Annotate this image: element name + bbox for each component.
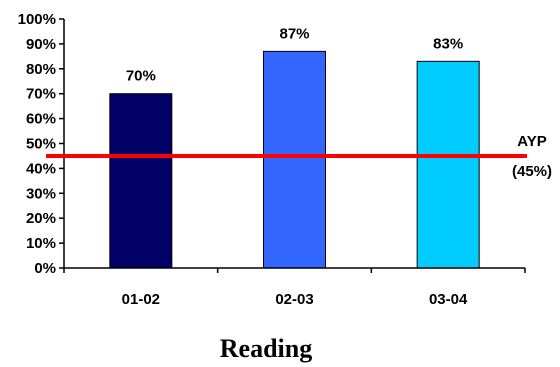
y-tick-label: 20%: [26, 210, 56, 227]
data-label: 70%: [126, 68, 156, 85]
bar-02-03: [263, 50, 326, 269]
x-tick-label: 01-02: [122, 291, 160, 308]
data-label: 83%: [433, 35, 463, 52]
data-label: 87%: [279, 25, 309, 42]
y-tick-label: 90%: [26, 36, 56, 53]
bars: [109, 50, 480, 269]
bar-03-04: [416, 60, 480, 269]
bar-01-02: [109, 93, 173, 269]
y-tick-label: 80%: [26, 61, 56, 78]
ayp-label: AYP: [517, 133, 546, 150]
ayp-value-label: (45%): [512, 163, 552, 180]
reference-line-group: AYP (45%): [46, 133, 552, 180]
y-tick-label: 0%: [34, 260, 56, 277]
y-tick-label: 40%: [26, 160, 56, 177]
y-tick-label: 100%: [18, 11, 56, 28]
x-axis: 01-02 02-03 03-04: [63, 267, 526, 308]
y-axis: 0% 10% 20% 30% 40% 50% 60% 70% 80% 90% 100%: [18, 11, 65, 277]
x-tick-label: 03-04: [429, 291, 468, 308]
data-labels: 70% 87% 83%: [126, 25, 463, 84]
x-tick-label: 02-03: [275, 291, 313, 308]
y-tick-label: 10%: [26, 235, 56, 252]
y-tick-label: 60%: [26, 111, 56, 128]
x-axis-title: Reading: [220, 334, 312, 363]
y-tick-label: 70%: [26, 86, 56, 103]
y-tick-label: 50%: [26, 136, 56, 153]
y-tick-label: 30%: [26, 185, 56, 202]
